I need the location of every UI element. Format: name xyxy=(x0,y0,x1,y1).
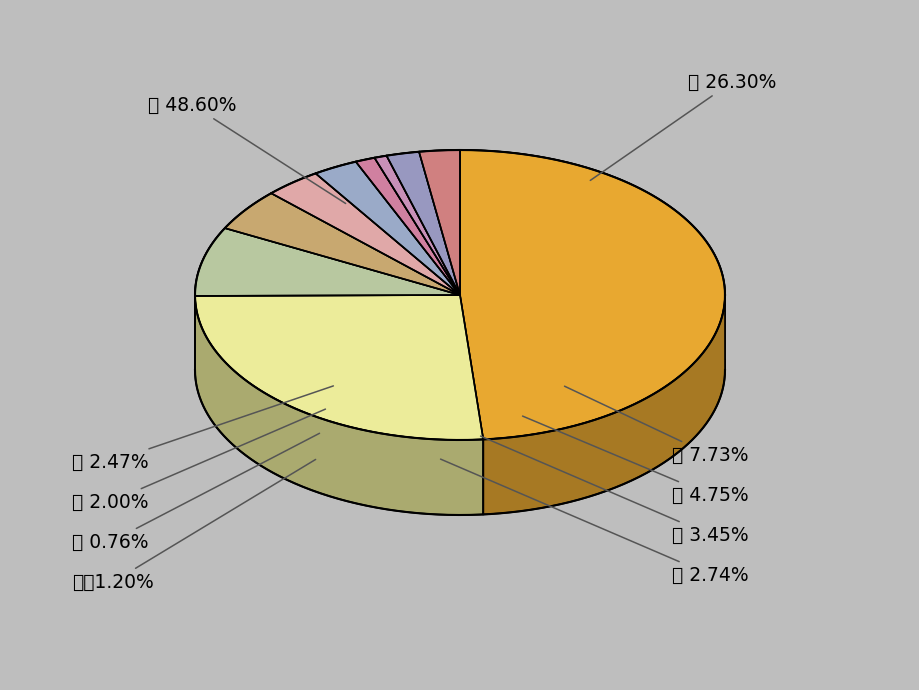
Polygon shape xyxy=(224,193,271,303)
Text: 铝 7.73%: 铝 7.73% xyxy=(564,386,748,464)
Polygon shape xyxy=(460,150,724,370)
Polygon shape xyxy=(271,173,315,268)
Polygon shape xyxy=(195,296,482,515)
Text: 氢 0.76%: 氢 0.76% xyxy=(72,433,319,551)
Polygon shape xyxy=(315,161,460,295)
Text: 钠 2.74%: 钠 2.74% xyxy=(440,459,748,584)
Text: 钙 3.45%: 钙 3.45% xyxy=(480,436,748,544)
Polygon shape xyxy=(271,173,460,295)
Polygon shape xyxy=(356,158,460,295)
Text: 镁 2.00%: 镁 2.00% xyxy=(72,409,325,511)
Polygon shape xyxy=(374,156,386,233)
Polygon shape xyxy=(195,228,224,370)
Polygon shape xyxy=(418,150,460,295)
Text: 硅 26.30%: 硅 26.30% xyxy=(590,72,776,180)
Polygon shape xyxy=(374,156,460,295)
Polygon shape xyxy=(224,193,460,295)
Polygon shape xyxy=(195,228,460,296)
Polygon shape xyxy=(460,150,724,440)
Text: 其他1.20%: 其他1.20% xyxy=(72,460,315,591)
Text: 钾 2.47%: 钾 2.47% xyxy=(72,386,333,471)
Text: 铁 4.75%: 铁 4.75% xyxy=(522,416,748,504)
Polygon shape xyxy=(386,152,418,230)
Polygon shape xyxy=(418,150,460,227)
Polygon shape xyxy=(195,295,482,440)
Polygon shape xyxy=(315,161,356,248)
Text: 氧 48.60%: 氧 48.60% xyxy=(148,95,346,204)
Polygon shape xyxy=(482,296,724,515)
Polygon shape xyxy=(386,152,460,295)
Polygon shape xyxy=(356,158,374,237)
